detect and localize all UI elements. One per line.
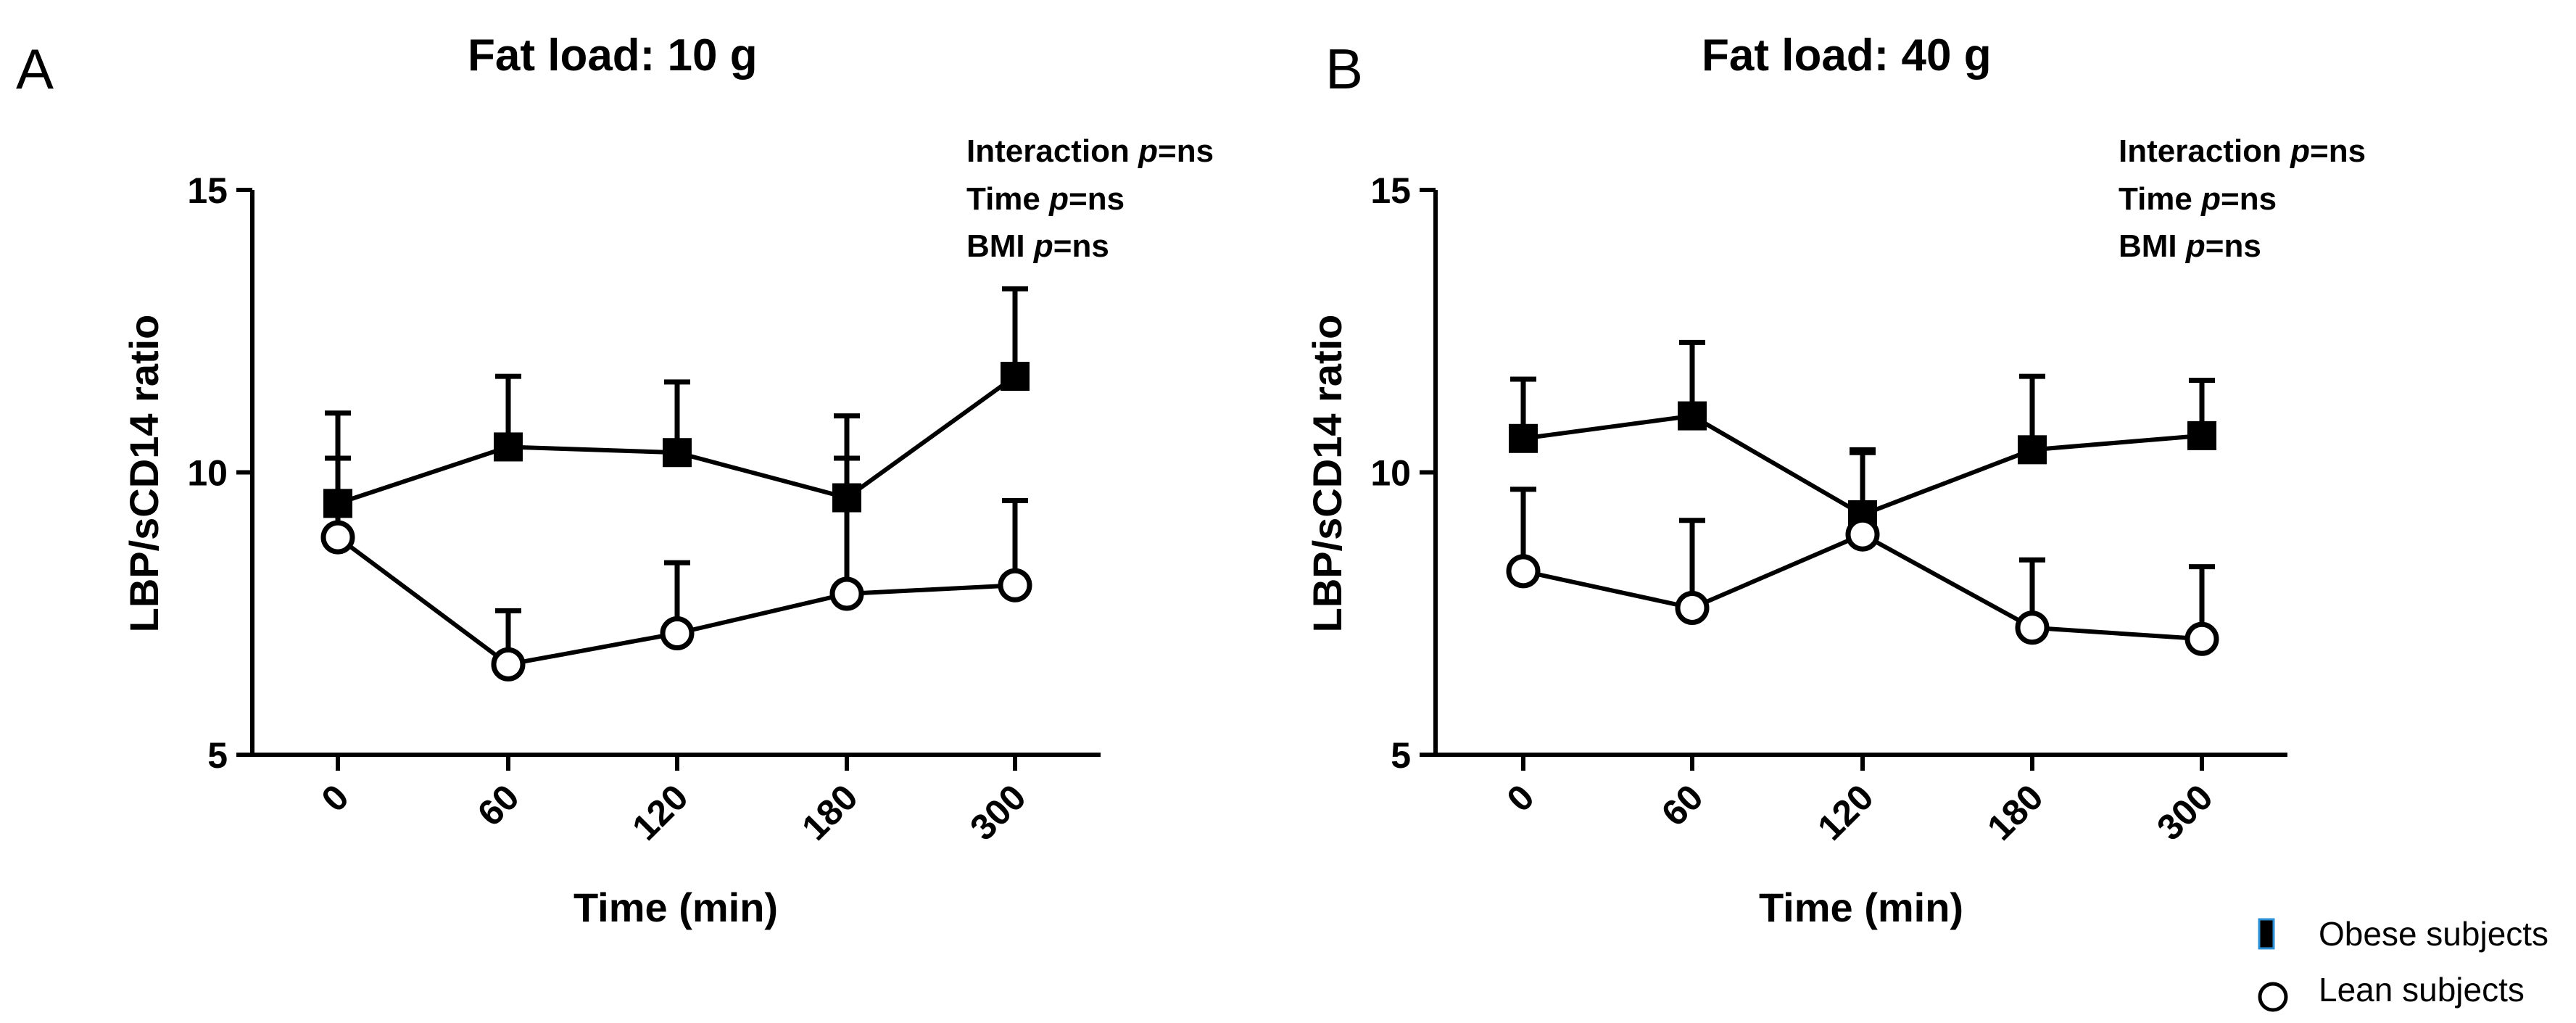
panel-b-obese-point bbox=[2187, 421, 2216, 450]
panel-b-lean-point bbox=[1506, 554, 1541, 589]
legend-item-obese: Obese subjects bbox=[2258, 915, 2548, 953]
panel-a-xtick-label: 60 bbox=[470, 776, 527, 834]
panel-a-lean-point bbox=[998, 568, 1032, 602]
panel-a-lean-point bbox=[660, 616, 695, 651]
legend-obese-label: Obese subjects bbox=[2319, 915, 2548, 953]
panel-b-xtick-label: 60 bbox=[1654, 776, 1711, 834]
panel-a-ytick-label: 15 bbox=[187, 170, 228, 211]
panel-a-obese-point bbox=[494, 432, 523, 462]
panel-a-stat-time: Time p=ns bbox=[966, 181, 1125, 217]
panel-b-lean-point bbox=[2184, 621, 2219, 656]
panel-a-y-axis-label: LBP/sCD14 ratio bbox=[121, 315, 167, 633]
panel-b-stat-interaction: Interaction p=ns bbox=[2119, 133, 2366, 169]
panel-b-plot: 5 10 15 0 60 120 180 300 bbox=[1370, 170, 2287, 848]
panel-b-title: Fat load: 40 g bbox=[1702, 30, 1992, 80]
legend: Obese subjects Lean subjects bbox=[2258, 915, 2548, 1012]
panel-a-letter: A bbox=[16, 37, 54, 101]
legend-obese-marker bbox=[2258, 918, 2275, 950]
panel-b-stat-time: Time p=ns bbox=[2119, 181, 2277, 217]
panel-b-lean-point bbox=[1845, 517, 1880, 552]
panel-b-obese-point bbox=[1678, 401, 1707, 431]
panel-a-title: Fat load: 10 g bbox=[468, 30, 758, 80]
panel-b-ytick-label: 15 bbox=[1370, 170, 1411, 211]
panel-b-ytick-label: 5 bbox=[1391, 735, 1411, 776]
panel-a-x-axis-label: Time (min) bbox=[573, 885, 778, 930]
panel-b-ytick-label: 10 bbox=[1370, 453, 1411, 494]
panel-a-stat-bmi: BMI p=ns bbox=[966, 228, 1109, 264]
panel-a-ytick-label: 10 bbox=[187, 453, 228, 494]
panel-b-lean-point bbox=[2015, 610, 2050, 645]
panel-b-xtick-label: 120 bbox=[1810, 776, 1881, 848]
panel-a-xtick-label: 300 bbox=[962, 776, 1034, 848]
panel-a-xtick-label: 180 bbox=[794, 776, 866, 848]
panel-b-xtick-label: 300 bbox=[2149, 776, 2221, 848]
panel-a-plot: 5 10 15 0 60 120 180 300 bbox=[187, 170, 1101, 848]
panel-b-obese-point bbox=[2018, 435, 2047, 465]
panel-b-x-axis-label: Time (min) bbox=[1759, 885, 1963, 930]
panel-a-obese-point bbox=[1001, 362, 1030, 392]
legend-lean-marker bbox=[2258, 982, 2288, 1012]
panel-a-xtick-label: 120 bbox=[624, 776, 696, 848]
panel-a-ytick-label: 5 bbox=[207, 735, 228, 776]
panel-a-xtick-label: 0 bbox=[314, 776, 357, 819]
panel-b-xtick-label: 180 bbox=[1979, 776, 2051, 848]
panel-a-lean-point bbox=[829, 576, 864, 611]
panel-a-stat-interaction: Interaction p=ns bbox=[966, 133, 1214, 169]
legend-item-lean: Lean subjects bbox=[2258, 971, 2525, 1012]
panel-b-letter: B bbox=[1325, 37, 1363, 101]
panel-b: B Fat load: 40 g Interaction p=ns Time p… bbox=[1304, 30, 2366, 930]
panel-a-lean-point bbox=[491, 647, 526, 682]
panel-b-stat-bmi: BMI p=ns bbox=[2119, 228, 2261, 264]
panel-b-xtick-label: 0 bbox=[1499, 776, 1542, 819]
panel-a-obese-point bbox=[663, 438, 692, 468]
legend-lean-label: Lean subjects bbox=[2319, 971, 2525, 1008]
panel-b-obese-point bbox=[1509, 423, 1538, 453]
panel-b-y-axis-label: LBP/sCD14 ratio bbox=[1304, 315, 1350, 633]
panel-a-lean-point bbox=[320, 520, 355, 555]
panel-b-lean-point bbox=[1675, 590, 1710, 625]
panel-a: A Fat load: 10 g Interaction p=ns Time p… bbox=[16, 30, 1214, 930]
